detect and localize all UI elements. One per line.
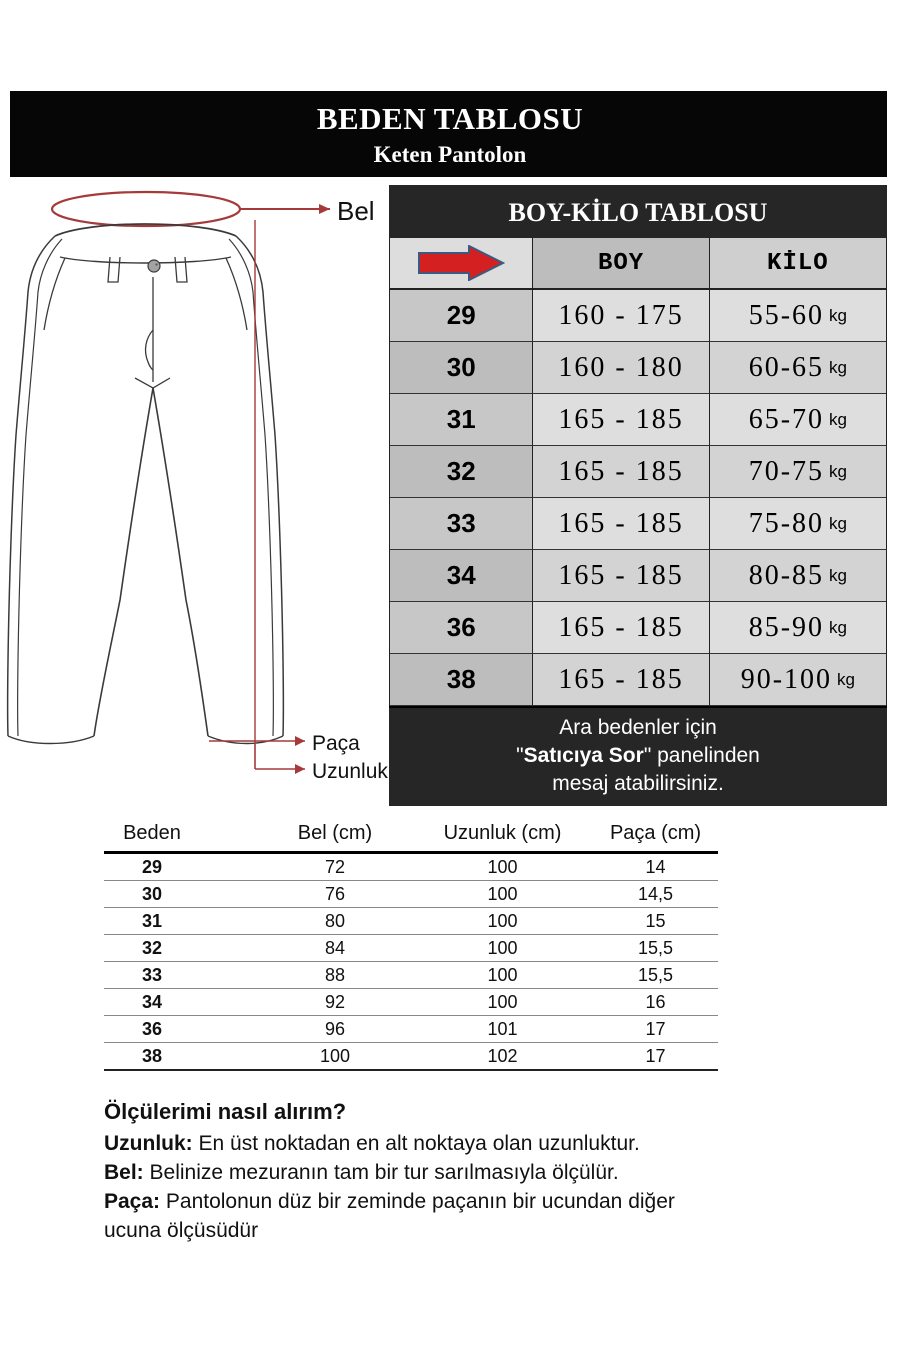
svg-text:Bel: Bel: [337, 196, 375, 226]
svg-text:Uzunluk: Uzunluk: [312, 760, 388, 783]
svg-text:Paça: Paça: [312, 732, 360, 755]
